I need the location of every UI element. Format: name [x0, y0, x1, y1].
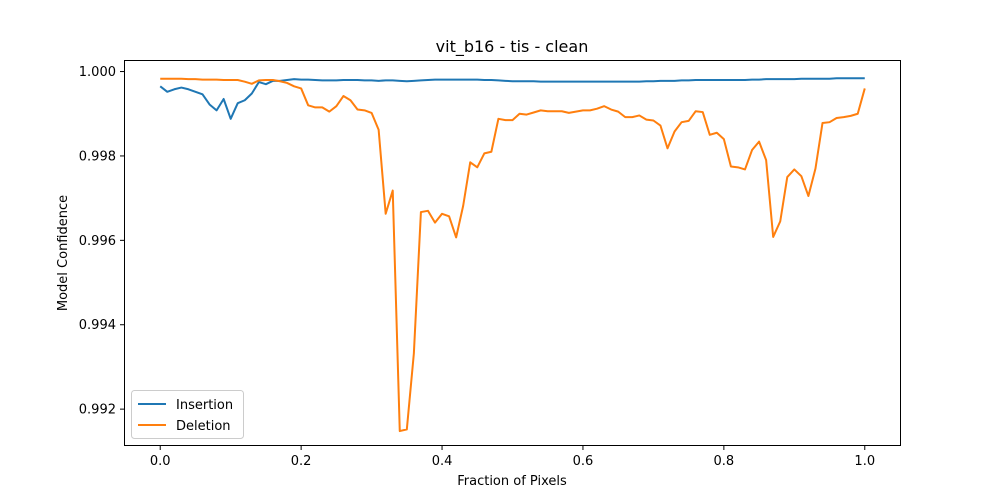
y-tick-label: 1.000 — [79, 65, 116, 80]
y-tick-label: 0.998 — [79, 149, 116, 164]
legend-box — [131, 390, 244, 439]
y-tick-label: 0.996 — [79, 234, 116, 249]
x-tick-label: 0.4 — [432, 454, 453, 469]
legend-label-deletion: Deletion — [176, 419, 231, 434]
x-tick-label: 0.2 — [291, 454, 312, 469]
x-tick-label: 0.6 — [573, 454, 594, 469]
x-tick-label: 0.8 — [714, 454, 735, 469]
chart-title: vit_b16 - tis - clean — [436, 37, 589, 57]
x-axis: 0.0 0.2 0.4 0.6 0.8 1.0 — [150, 445, 875, 469]
x-tick-label: 0.0 — [150, 454, 171, 469]
x-tick-label: 1.0 — [854, 454, 875, 469]
y-axis: 0.992 0.994 0.996 0.998 1.000 — [79, 65, 125, 418]
legend: Insertion Deletion — [131, 390, 244, 439]
y-tick-label: 0.992 — [79, 403, 116, 418]
series-line-deletion — [160, 77, 866, 433]
y-axis-label: Model Confidence — [56, 195, 71, 311]
y-tick-label: 0.994 — [79, 318, 116, 333]
legend-label-insertion: Insertion — [176, 398, 233, 413]
x-axis-label: Fraction of Pixels — [457, 474, 567, 489]
plot-area-frame — [124, 60, 901, 446]
plot-lines — [159, 77, 866, 433]
